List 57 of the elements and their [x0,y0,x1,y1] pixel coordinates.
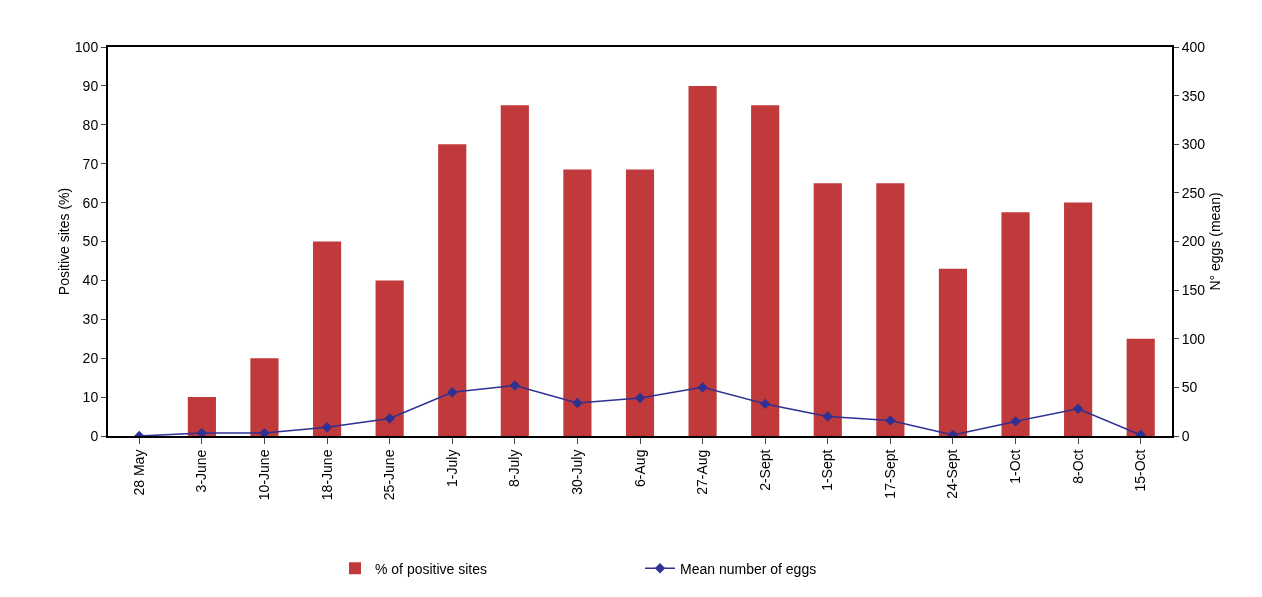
x-tick-label: 30-July [568,449,585,495]
y-tick-label: 20 [82,350,99,367]
y-tick-label: 10 [82,389,99,405]
y2-tick-label: 400 [1181,38,1206,55]
x-tick-label: 15-Oct [1132,449,1149,492]
y2-tick-label: 350 [1181,87,1206,104]
x-tick-label: 28 May [130,449,147,496]
x-tick-label: 17-Sept [881,449,898,499]
y-tick-label: 50 [82,233,99,250]
x-tick-label: 27-Aug [694,449,711,495]
bar [876,183,905,436]
x-tick-label: 18-June [318,449,335,501]
x-tick-label: 1-Oct [1007,449,1024,484]
x-tick-label: 25-June [381,449,398,501]
bar [938,268,968,436]
y2-tick-label: 0 [1181,427,1190,444]
bar [250,358,279,436]
bar [1001,212,1030,436]
bar [688,85,717,436]
y-tick-label: 100 [74,38,99,55]
y-tick-label: 40 [82,272,99,289]
bar [1126,338,1155,436]
y2-tick-label: 50 [1181,379,1198,396]
y2-axis-title: N° eggs (mean) [1207,192,1224,291]
x-tick-label: 24-Sept [944,449,961,499]
bar [563,169,592,436]
bar [187,397,216,436]
y-tick-label: 70 [82,155,99,172]
y-axis-title: Positive sites (%) [56,187,72,296]
y2-tick-label: 200 [1181,233,1206,250]
x-tick-label: 6-Aug [631,449,648,487]
bar [751,105,780,436]
bar [625,169,655,436]
y2-tick-label: 150 [1181,282,1206,299]
x-tick-label: 3-June [193,449,210,493]
y-tick-label: 60 [82,194,99,211]
bar [500,105,529,436]
y-tick-label: 0 [90,427,99,444]
x-tick-label: 2-Sept [756,449,773,491]
y2-tick-label: 100 [1181,330,1206,347]
bar [438,144,467,436]
bar [375,280,404,436]
bar [312,241,342,436]
x-tick-label: 1-July [443,449,460,487]
y2-tick-label: 250 [1181,184,1206,201]
x-tick-label: 1-Sept [819,449,836,491]
y2-tick-label: 300 [1181,136,1206,153]
y-tick-label: 80 [82,116,99,133]
legend-label: Mean number of eggs [680,560,817,577]
bar [813,183,842,436]
legend-label: % of positive sites [375,560,488,577]
x-tick-label: 10-June [256,449,273,501]
x-tick-label: 8-Oct [1069,449,1086,484]
x-tick-label: 8-July [506,449,523,487]
y-tick-label: 30 [82,311,99,328]
y-tick-label: 90 [82,77,99,94]
bar [1064,202,1093,436]
